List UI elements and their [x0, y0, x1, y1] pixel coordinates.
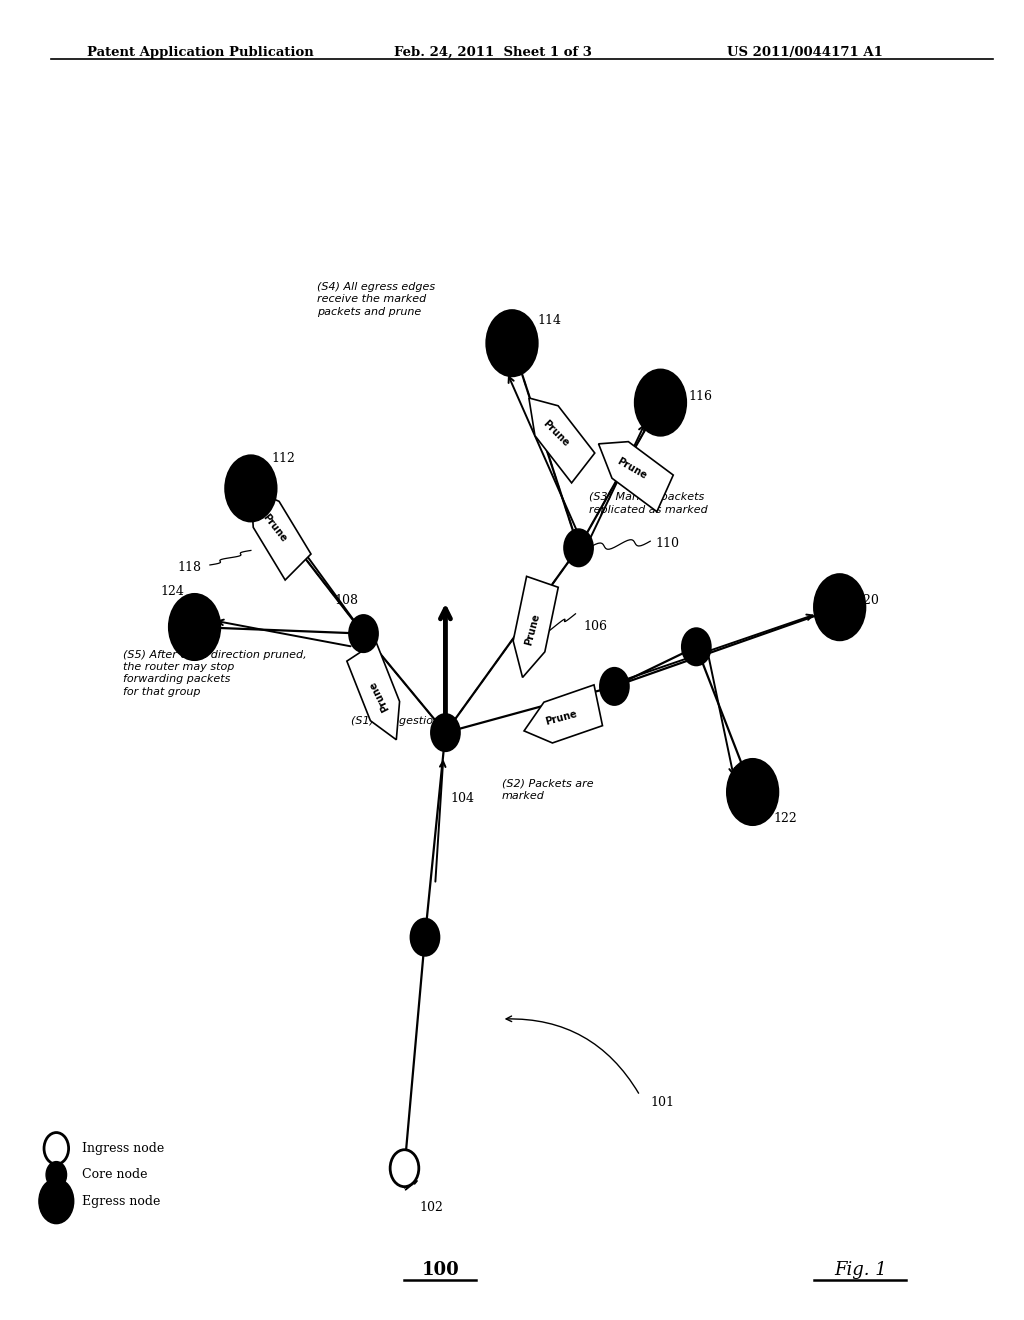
Text: 104: 104 [451, 792, 474, 805]
Text: 102: 102 [420, 1201, 443, 1214]
Polygon shape [347, 642, 399, 739]
Polygon shape [524, 685, 602, 743]
Circle shape [39, 1179, 74, 1224]
Text: Fig. 1: Fig. 1 [834, 1261, 887, 1279]
Circle shape [46, 1162, 67, 1188]
Text: 106: 106 [584, 620, 607, 634]
Text: 124: 124 [161, 585, 184, 598]
Polygon shape [528, 397, 595, 483]
Circle shape [349, 615, 378, 652]
Text: 112: 112 [271, 451, 295, 465]
Text: Prune: Prune [544, 709, 579, 727]
Text: 122: 122 [773, 812, 797, 825]
Text: (S4) All egress edges
receive the marked
packets and prune: (S4) All egress edges receive the marked… [317, 282, 435, 317]
Circle shape [682, 628, 711, 665]
Text: 100: 100 [422, 1261, 459, 1279]
Text: 114: 114 [538, 314, 561, 327]
Text: 118: 118 [178, 561, 202, 574]
Circle shape [814, 574, 865, 640]
Text: Egress node: Egress node [82, 1195, 161, 1208]
Text: Patent Application Publication: Patent Application Publication [87, 46, 313, 59]
Circle shape [431, 714, 460, 751]
Circle shape [169, 594, 220, 660]
Text: (S2) Packets are
marked: (S2) Packets are marked [502, 779, 593, 801]
Text: Prune: Prune [541, 418, 571, 447]
Circle shape [225, 455, 276, 521]
Circle shape [727, 759, 778, 825]
Text: Prune: Prune [523, 612, 542, 647]
Text: (S1) Congestion: (S1) Congestion [351, 715, 440, 726]
Polygon shape [513, 577, 558, 677]
Polygon shape [599, 442, 673, 512]
Text: 101: 101 [650, 1096, 674, 1109]
Text: (S5) After each direction pruned,
the router may stop
forwarding packets
for tha: (S5) After each direction pruned, the ro… [123, 649, 306, 697]
Circle shape [44, 1133, 69, 1164]
Circle shape [486, 310, 538, 376]
Circle shape [635, 370, 686, 436]
Text: 120: 120 [855, 594, 879, 607]
Text: Ingress node: Ingress node [82, 1142, 164, 1155]
Circle shape [564, 529, 593, 566]
Text: Prune: Prune [260, 512, 289, 544]
Text: 108: 108 [335, 594, 358, 607]
Circle shape [600, 668, 629, 705]
Text: 116: 116 [688, 389, 712, 403]
Text: Prune: Prune [367, 678, 391, 713]
Circle shape [411, 919, 439, 956]
Circle shape [390, 1150, 419, 1187]
Text: Prune: Prune [615, 457, 648, 480]
Polygon shape [251, 488, 311, 579]
Text: 110: 110 [655, 537, 679, 550]
Text: Feb. 24, 2011  Sheet 1 of 3: Feb. 24, 2011 Sheet 1 of 3 [394, 46, 592, 59]
Text: (S3) Marked packets
replicated as marked: (S3) Marked packets replicated as marked [589, 492, 708, 515]
Text: Core node: Core node [82, 1168, 147, 1181]
Text: US 2011/0044171 A1: US 2011/0044171 A1 [727, 46, 883, 59]
